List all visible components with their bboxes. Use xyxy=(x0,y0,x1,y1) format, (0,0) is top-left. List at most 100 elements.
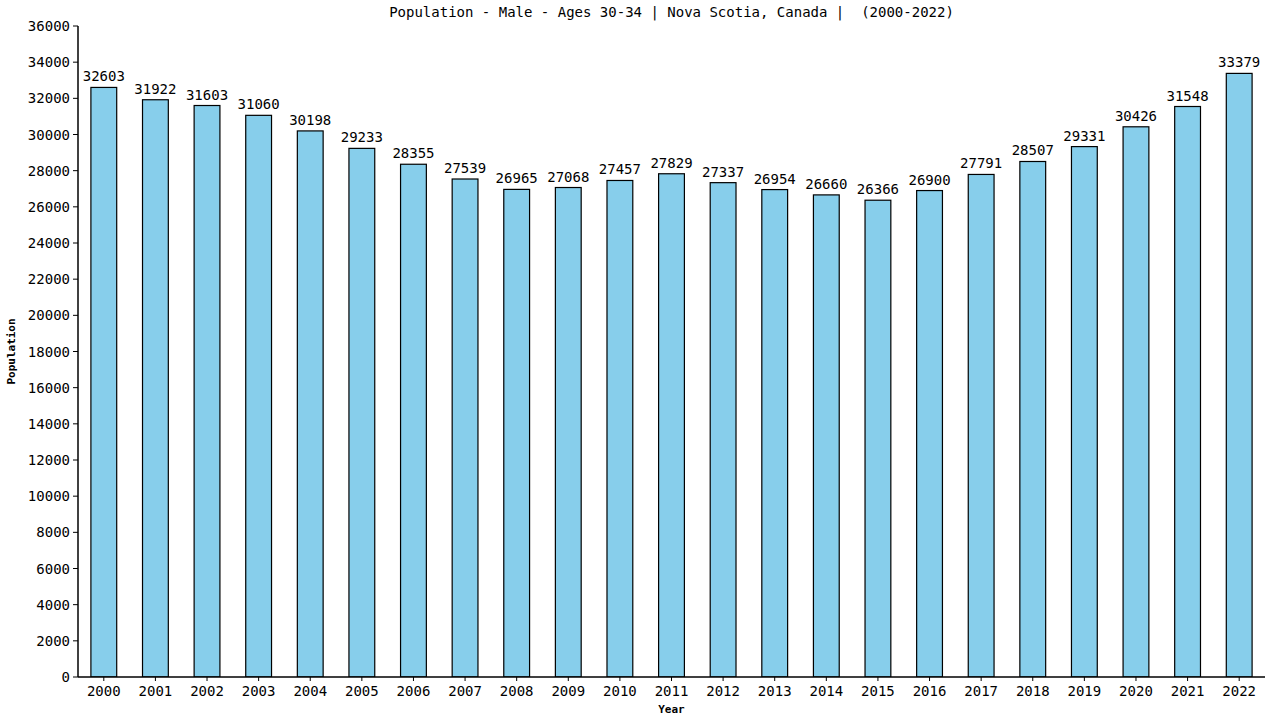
y-tick-label: 10000 xyxy=(28,488,70,504)
x-tick xyxy=(877,677,878,681)
x-tick-label: 2002 xyxy=(190,683,224,699)
bar xyxy=(401,164,427,677)
x-tick-label: 2004 xyxy=(293,683,327,699)
x-tick xyxy=(723,677,724,681)
bar xyxy=(194,106,220,677)
bar xyxy=(1071,147,1097,677)
x-tick xyxy=(155,677,156,681)
y-tick-label: 4000 xyxy=(36,597,70,613)
x-tick-label: 2016 xyxy=(913,683,947,699)
chart: Population - Male - Ages 30-34 | Nova Sc… xyxy=(0,0,1280,720)
x-tick xyxy=(258,677,259,681)
x-tick xyxy=(1084,677,1085,681)
x-tick xyxy=(1032,677,1033,681)
x-tick xyxy=(516,677,517,681)
y-tick-label: 30000 xyxy=(28,127,70,143)
x-tick-label: 2014 xyxy=(809,683,843,699)
data-label: 32603 xyxy=(83,68,125,84)
y-axis-line xyxy=(77,26,79,677)
x-tick xyxy=(1135,677,1136,681)
y-tick-label: 2000 xyxy=(36,633,70,649)
data-label: 30426 xyxy=(1115,108,1157,124)
bar xyxy=(1123,127,1149,677)
x-tick-label: 2018 xyxy=(1016,683,1050,699)
x-tick xyxy=(981,677,982,681)
x-tick xyxy=(413,677,414,681)
x-tick xyxy=(1187,677,1188,681)
y-tick-label: 22000 xyxy=(28,271,70,287)
data-label: 27457 xyxy=(599,161,641,177)
x-tick-label: 2001 xyxy=(139,683,173,699)
data-label: 31603 xyxy=(186,87,228,103)
data-label: 31060 xyxy=(238,96,280,112)
bar xyxy=(813,195,839,677)
data-label: 31548 xyxy=(1167,88,1209,104)
y-tick-label: 14000 xyxy=(28,416,70,432)
x-tick-label: 2003 xyxy=(242,683,276,699)
x-tick-label: 2015 xyxy=(861,683,895,699)
x-tick xyxy=(826,677,827,681)
y-axis-label: Population xyxy=(5,318,18,384)
y-tick-label: 36000 xyxy=(28,18,70,34)
x-tick xyxy=(103,677,104,681)
data-label: 26366 xyxy=(857,181,899,197)
x-tick xyxy=(568,677,569,681)
x-tick-label: 2009 xyxy=(551,683,585,699)
y-tick-label: 0 xyxy=(62,669,70,685)
bar xyxy=(762,190,788,677)
bar xyxy=(1226,73,1252,677)
bar xyxy=(659,174,685,677)
y-tick-label: 28000 xyxy=(28,163,70,179)
bar xyxy=(246,115,272,677)
data-label: 33379 xyxy=(1218,54,1260,70)
data-label: 26965 xyxy=(496,170,538,186)
y-tick-label: 20000 xyxy=(28,307,70,323)
data-label: 31922 xyxy=(134,81,176,97)
bar xyxy=(607,180,633,677)
x-tick-label: 2000 xyxy=(87,683,121,699)
data-label: 26954 xyxy=(754,171,796,187)
x-tick-label: 2011 xyxy=(655,683,689,699)
y-tick-label: 6000 xyxy=(36,561,70,577)
bar xyxy=(555,188,581,677)
title: Population - Male - Ages 30-34 | Nova Sc… xyxy=(389,4,954,21)
x-tick xyxy=(310,677,311,681)
x-tick xyxy=(1239,677,1240,681)
x-tick-label: 2022 xyxy=(1222,683,1256,699)
bar xyxy=(968,174,994,677)
bar xyxy=(504,189,530,677)
bar xyxy=(710,183,736,677)
data-label: 29331 xyxy=(1063,128,1105,144)
y-tick-label: 24000 xyxy=(28,235,70,251)
data-label: 26900 xyxy=(908,172,950,188)
y-tick-label: 8000 xyxy=(36,524,70,540)
x-tick xyxy=(774,677,775,681)
x-tick xyxy=(465,677,466,681)
x-axis-label: Year xyxy=(658,703,685,716)
data-label: 27337 xyxy=(702,164,744,180)
data-label: 27068 xyxy=(547,169,589,185)
chart-container: Population - Male - Ages 30-34 | Nova Sc… xyxy=(0,0,1280,720)
x-tick-label: 2008 xyxy=(500,683,534,699)
bar xyxy=(452,179,478,677)
x-tick-label: 2020 xyxy=(1119,683,1153,699)
bar xyxy=(91,87,117,677)
x-tick xyxy=(361,677,362,681)
data-label: 28355 xyxy=(392,145,434,161)
x-tick-label: 2005 xyxy=(345,683,379,699)
background xyxy=(0,0,1280,720)
x-tick xyxy=(619,677,620,681)
x-tick-label: 2007 xyxy=(448,683,482,699)
x-axis: 2000200120022003200420052006200720082009… xyxy=(87,677,1256,699)
bar xyxy=(297,131,323,677)
data-label: 29233 xyxy=(341,129,383,145)
x-tick xyxy=(207,677,208,681)
x-tick-label: 2012 xyxy=(706,683,740,699)
x-tick xyxy=(671,677,672,681)
data-label: 27539 xyxy=(444,160,486,176)
x-tick-label: 2021 xyxy=(1171,683,1205,699)
bar xyxy=(865,200,891,677)
x-tick xyxy=(929,677,930,681)
x-tick-label: 2013 xyxy=(758,683,792,699)
bars xyxy=(91,73,1252,677)
